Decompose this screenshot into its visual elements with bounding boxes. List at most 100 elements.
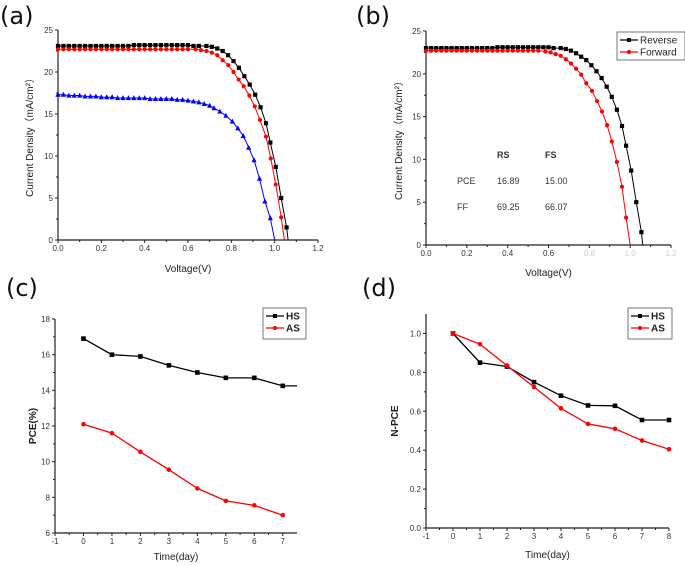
square-marker <box>563 46 568 52</box>
triangle-marker <box>190 98 197 104</box>
circle-marker <box>169 47 174 52</box>
x-tick-label: 3 <box>167 537 172 546</box>
circle-marker <box>231 69 236 75</box>
circle-marker <box>459 48 464 53</box>
square-marker <box>558 46 563 51</box>
y-tick-label: 0.0 <box>410 524 422 533</box>
square-marker <box>531 379 537 385</box>
y-tick-label: 14 <box>41 386 50 395</box>
triangle-marker <box>267 215 273 221</box>
circle-marker <box>573 66 579 71</box>
circle-marker <box>619 184 625 189</box>
square-marker <box>209 44 214 49</box>
circle-marker <box>563 57 568 62</box>
y-tick-label: 20 <box>44 68 53 77</box>
triangle-marker <box>77 92 83 98</box>
circle-marker <box>110 47 115 52</box>
square-marker <box>169 43 174 48</box>
circle-marker <box>510 48 515 53</box>
circle-marker <box>142 47 147 52</box>
series-reverse <box>423 45 644 246</box>
square-marker <box>485 46 490 51</box>
square-marker <box>629 168 634 173</box>
circle-marker <box>599 109 605 114</box>
y-tick-label: 0 <box>417 241 422 250</box>
square-marker <box>166 363 172 368</box>
circle-marker <box>115 47 120 52</box>
square-marker <box>546 45 551 50</box>
triangle-marker <box>152 95 159 101</box>
triangle-marker <box>207 102 213 108</box>
triangle-marker <box>211 105 217 111</box>
circle-marker <box>164 47 169 52</box>
square-marker <box>520 45 526 50</box>
circle-marker <box>72 47 77 52</box>
square-marker <box>589 63 594 68</box>
circle-marker <box>474 48 480 53</box>
circle-marker <box>175 47 180 52</box>
circle-marker <box>120 47 126 52</box>
x-axis-label: Time(day) <box>525 550 570 561</box>
triangle-marker <box>104 94 110 100</box>
triangle-marker <box>256 175 263 181</box>
x-tick-label: 0.0 <box>420 249 432 258</box>
x-tick-label: 7 <box>281 537 286 546</box>
triangle-marker <box>55 91 61 97</box>
square-marker <box>599 75 604 81</box>
x-tick-label: 0.8 <box>226 244 238 253</box>
square-marker <box>480 46 485 51</box>
x-tick-label: 1.0 <box>269 244 281 253</box>
x-tick-label: 1 <box>478 532 483 541</box>
table-cell: PCE <box>457 176 476 186</box>
square-marker <box>604 84 609 89</box>
square-marker <box>251 375 257 381</box>
series-forward <box>423 48 631 246</box>
square-marker <box>444 46 449 51</box>
circle-marker <box>585 421 591 427</box>
circle-marker <box>609 139 614 144</box>
circle-marker <box>639 438 645 443</box>
square-marker <box>558 393 564 399</box>
triangle-marker <box>131 95 137 101</box>
square-marker <box>242 74 247 79</box>
square-marker <box>280 383 286 389</box>
circle-marker <box>66 47 71 52</box>
square-marker <box>247 82 252 87</box>
circle-marker <box>61 47 66 52</box>
circle-marker <box>104 47 109 52</box>
circle-marker <box>88 47 93 52</box>
circle-marker <box>180 47 185 52</box>
square-marker <box>454 46 459 51</box>
square-marker <box>505 45 510 50</box>
circle-marker <box>215 53 220 58</box>
circle-marker <box>444 48 449 53</box>
square-marker <box>464 46 469 51</box>
x-axis-label: Voltage(V) <box>165 264 212 275</box>
circle-marker <box>77 47 82 52</box>
triangle-marker <box>185 97 191 103</box>
x-tick-label: 1 <box>110 537 115 546</box>
circle-marker <box>666 446 672 452</box>
square-marker <box>126 43 131 49</box>
square-marker <box>81 336 86 341</box>
y-tick-label: 6 <box>46 529 51 538</box>
x-tick-label: 4 <box>195 537 200 546</box>
square-marker <box>61 43 66 49</box>
square-marker <box>196 43 201 49</box>
circle-marker <box>589 88 595 94</box>
circle-marker <box>55 47 61 52</box>
y-tick-label: 25 <box>44 26 53 35</box>
square-marker <box>525 45 531 50</box>
square-marker <box>191 43 196 49</box>
square-marker <box>93 43 99 49</box>
x-tick-label: 0.2 <box>461 249 473 258</box>
circle-marker <box>525 48 531 53</box>
square-marker <box>88 43 93 49</box>
series-line <box>83 423 284 516</box>
circle-marker <box>126 47 131 52</box>
table-cell: FF <box>457 202 468 212</box>
triangle-marker <box>262 198 268 204</box>
